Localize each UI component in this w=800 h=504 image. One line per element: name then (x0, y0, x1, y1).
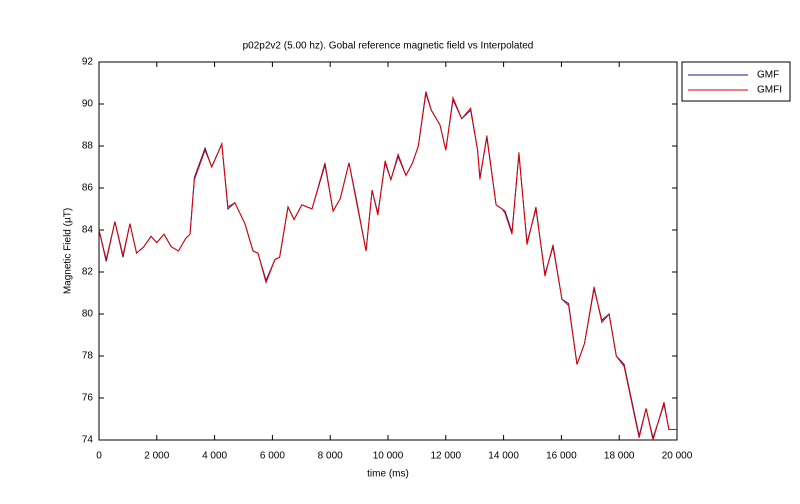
x-tick-label: 6 000 (260, 451, 285, 462)
chart-title: p02p2v2 (5.00 hz). Gobal reference magne… (243, 41, 534, 52)
y-tick-label: 74 (82, 435, 94, 446)
y-tick-label: 82 (82, 267, 94, 278)
y-tick-label: 90 (82, 99, 94, 110)
x-tick-label: 8 000 (318, 451, 343, 462)
y-tick-label: 86 (82, 183, 94, 194)
x-tick-label: 4 000 (202, 451, 227, 462)
x-tick-label: 10 000 (373, 451, 404, 462)
legend-label: GMF (757, 70, 779, 81)
x-tick-label: 14 000 (488, 451, 519, 462)
x-tick-label: 16 000 (546, 451, 577, 462)
series-line (98, 93, 677, 440)
x-axis-label: time (ms) (367, 469, 409, 480)
plot-frame (98, 61, 678, 441)
x-tick-label: 12 000 (431, 451, 462, 462)
legend (681, 61, 791, 102)
y-tick-label: 92 (82, 57, 94, 68)
y-tick-label: 76 (82, 393, 94, 404)
y-axis-label: Magnetic Field (µT) (63, 208, 74, 294)
x-tick-label: 0 (96, 451, 102, 462)
y-tick-label: 78 (82, 351, 94, 362)
y-tick-label: 80 (82, 309, 94, 320)
y-tick-label: 88 (82, 141, 94, 152)
series-line (98, 91, 677, 441)
x-tick-label: 20 000 (662, 451, 693, 462)
y-tick-label: 84 (82, 225, 94, 236)
legend-label: GMFI (757, 85, 782, 96)
x-tick-label: 18 000 (604, 451, 635, 462)
x-tick-label: 2 000 (144, 451, 169, 462)
